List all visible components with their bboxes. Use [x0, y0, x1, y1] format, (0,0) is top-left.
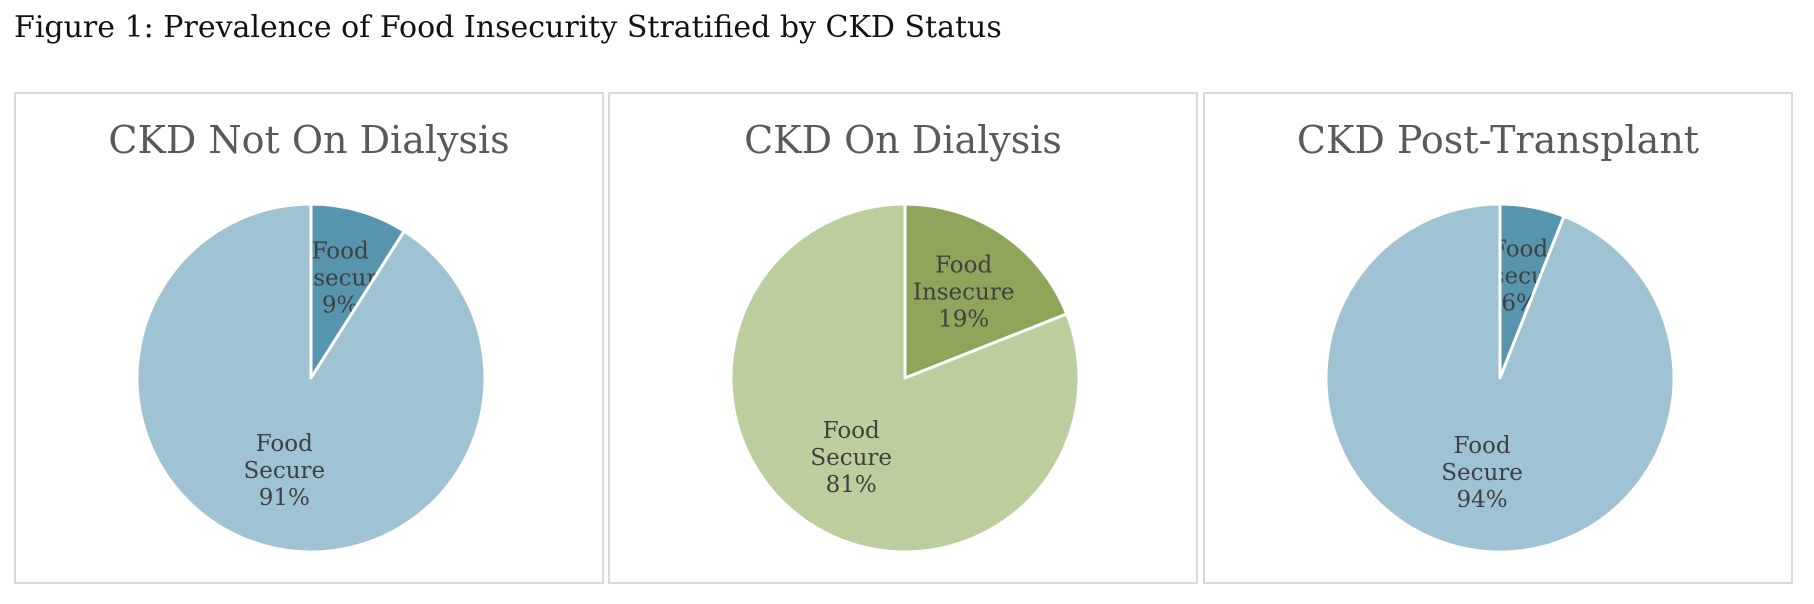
pie-chart: Food Insecure 19% Food Secure 81%: [729, 202, 1081, 554]
chart-panel-on-dialysis: CKD On Dialysis Food Insecure 19% Food Secur…: [608, 92, 1198, 584]
pie-slice-food-secure: [729, 202, 1081, 554]
data-label-food-insecure: Food Insecure 19%: [913, 253, 1015, 333]
data-label-food-secure: Food Secure 91%: [243, 431, 325, 511]
pie-slice-food-secure: [135, 202, 487, 554]
chart-panel-not-on-dialysis: CKD Not On Dialysis Food Insecure 9% Food Se…: [14, 92, 604, 584]
data-label-food-secure: Food Secure 81%: [810, 418, 892, 498]
pie-slice-food-secure: [1324, 202, 1676, 554]
chart-panel-post-transplant: CKD Post-Transplant Food Insecure 6% Food Se…: [1203, 92, 1793, 584]
pie-chart: Food Insecure 9%Food Secure 91%: [135, 202, 487, 554]
chart-title: CKD Not On Dialysis: [108, 118, 510, 162]
chart-title: CKD Post-Transplant: [1296, 118, 1700, 162]
pie-slice-food-insecure: [903, 202, 1069, 380]
pie-chart: Food Insecure 6%Food Secure 94%: [1324, 202, 1676, 554]
pie-slice-food-insecure: [309, 202, 406, 380]
data-label-food-secure: Food Secure 94%: [1441, 433, 1523, 513]
figure-title: Figure 1: Prevalence of Food Insecurity …: [14, 10, 1002, 45]
chart-title: CKD On Dialysis: [744, 118, 1062, 162]
